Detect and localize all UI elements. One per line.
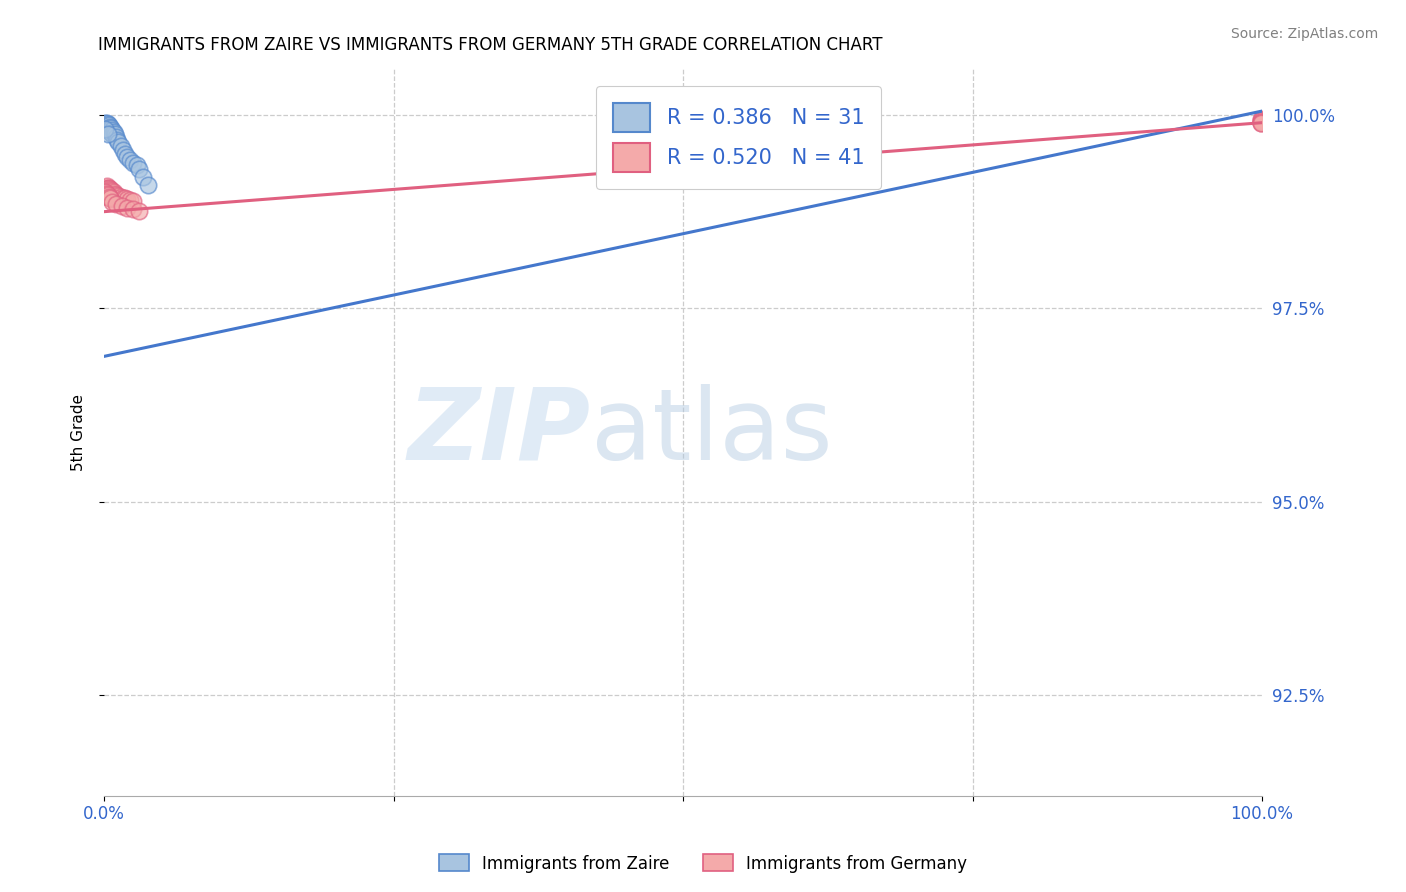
Point	[107, 135, 129, 149]
Point	[96, 120, 118, 135]
Point	[117, 192, 139, 206]
Point	[98, 182, 121, 196]
Point	[101, 192, 124, 206]
Point	[97, 121, 120, 136]
Point	[94, 116, 117, 130]
Point	[100, 192, 122, 206]
Point	[97, 117, 120, 131]
Text: atlas: atlas	[591, 384, 832, 481]
Point	[98, 120, 121, 134]
Point	[97, 189, 120, 203]
Point	[117, 151, 139, 165]
Point	[131, 169, 153, 184]
Point	[105, 133, 128, 147]
Point	[1250, 116, 1272, 130]
Point	[107, 189, 129, 203]
Point	[1250, 113, 1272, 128]
Point	[1250, 112, 1272, 126]
Point	[97, 122, 120, 136]
Point	[96, 186, 118, 201]
Point	[1250, 114, 1272, 128]
Point	[128, 162, 150, 177]
Point	[101, 128, 124, 142]
Point	[97, 188, 120, 202]
Point	[110, 190, 132, 204]
Point	[96, 179, 118, 194]
Text: Source: ZipAtlas.com: Source: ZipAtlas.com	[1230, 27, 1378, 41]
Point	[94, 189, 117, 203]
Point	[104, 188, 127, 202]
Point	[114, 146, 136, 161]
Point	[98, 192, 121, 206]
Point	[100, 183, 122, 197]
Point	[100, 126, 122, 140]
Point	[103, 186, 125, 200]
Point	[118, 153, 141, 167]
Point	[104, 129, 127, 144]
Point	[97, 118, 120, 132]
Point	[101, 123, 124, 137]
Point	[117, 201, 139, 215]
Point	[96, 116, 118, 130]
Point	[1250, 115, 1272, 129]
Point	[94, 186, 117, 200]
Point	[125, 158, 148, 172]
Point	[100, 121, 122, 136]
Point	[94, 120, 117, 134]
Point	[94, 121, 117, 136]
Y-axis label: 5th Grade: 5th Grade	[72, 393, 86, 471]
Point	[97, 180, 120, 194]
Point	[97, 190, 120, 204]
Point	[110, 139, 132, 153]
Point	[101, 194, 124, 209]
Point	[98, 191, 121, 205]
Point	[97, 181, 120, 195]
Point	[104, 197, 127, 211]
Point	[111, 199, 134, 213]
Point	[97, 188, 120, 202]
Point	[111, 143, 134, 157]
Point	[114, 192, 136, 206]
Point	[122, 156, 145, 170]
Point	[111, 191, 134, 205]
Text: ZIP: ZIP	[408, 384, 591, 481]
Point	[136, 178, 159, 192]
Point	[94, 181, 117, 195]
Point	[97, 127, 120, 141]
Point	[104, 128, 127, 142]
Point	[118, 193, 141, 207]
Point	[104, 186, 127, 201]
Point	[96, 186, 118, 201]
Point	[122, 202, 145, 217]
Point	[122, 194, 145, 208]
Text: IMMIGRANTS FROM ZAIRE VS IMMIGRANTS FROM GERMANY 5TH GRADE CORRELATION CHART: IMMIGRANTS FROM ZAIRE VS IMMIGRANTS FROM…	[98, 36, 883, 54]
Point	[1250, 116, 1272, 130]
Point	[101, 184, 124, 198]
Point	[128, 203, 150, 218]
Legend: R = 0.386   N = 31, R = 0.520   N = 41: R = 0.386 N = 31, R = 0.520 N = 41	[596, 87, 882, 189]
Point	[103, 125, 125, 139]
Point	[98, 124, 121, 138]
Legend: Immigrants from Zaire, Immigrants from Germany: Immigrants from Zaire, Immigrants from G…	[432, 847, 974, 880]
